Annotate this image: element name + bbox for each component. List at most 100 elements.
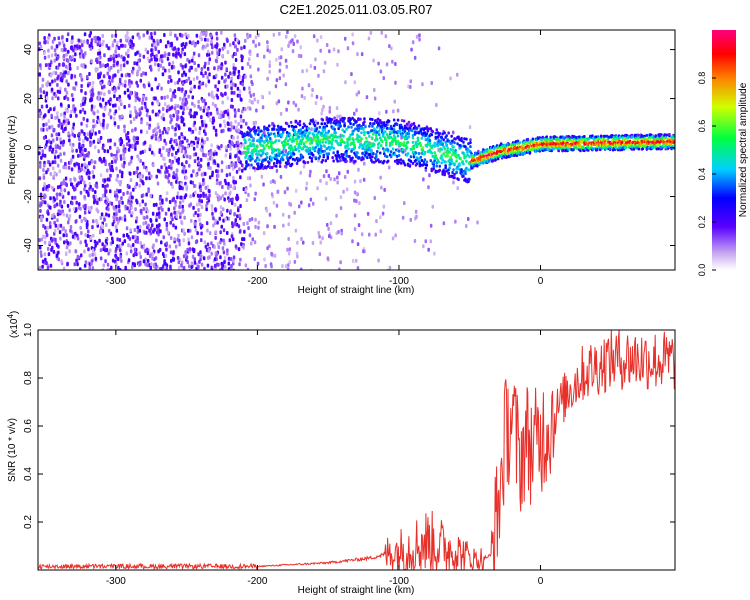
heatmap-cell	[415, 162, 419, 166]
heatmap-cell	[322, 153, 325, 157]
heatmap-cell	[379, 151, 382, 155]
heatmap-cell	[207, 49, 210, 54]
heatmap-cell	[325, 169, 328, 174]
heatmap-cell	[139, 150, 142, 155]
heatmap-cell	[149, 193, 152, 198]
heatmap-cell	[137, 58, 140, 63]
heatmap-cell	[183, 52, 187, 57]
heatmap-cell	[457, 135, 460, 139]
heatmap-cell	[93, 111, 96, 116]
heatmap-cell	[107, 228, 111, 233]
heatmap-cell	[111, 222, 115, 227]
heatmap-cell	[361, 151, 364, 155]
heatmap-cell	[40, 253, 43, 258]
heatmap-cell	[106, 183, 109, 188]
heatmap-cell	[328, 109, 331, 114]
heatmap-cell	[231, 125, 234, 130]
heatmap-cell	[204, 185, 208, 190]
heatmap-cell	[62, 226, 65, 231]
heatmap-cell	[159, 201, 162, 206]
heatmap-cell	[118, 169, 122, 174]
heatmap-cell	[453, 176, 456, 180]
heatmap-cell	[373, 143, 376, 147]
heatmap-cell	[221, 185, 224, 189]
heatmap-cell	[226, 208, 229, 213]
heatmap-cell	[51, 160, 55, 165]
heatmap-cell	[329, 177, 332, 181]
heatmap-cell	[353, 111, 356, 116]
heatmap-cell	[89, 236, 93, 240]
heatmap-cell	[158, 169, 161, 174]
heatmap-cell	[224, 153, 228, 158]
heatmap-cell	[253, 125, 256, 129]
heatmap-cell	[69, 56, 73, 61]
heatmap-cell	[209, 111, 213, 116]
heatmap-cell	[315, 94, 319, 99]
heatmap-cell	[71, 234, 75, 239]
heatmap-cell	[175, 36, 179, 41]
heatmap-cell	[163, 217, 166, 222]
heatmap-cell	[165, 191, 169, 196]
heatmap-cell	[201, 182, 205, 187]
heatmap-cell	[162, 146, 165, 150]
heatmap-cell	[328, 106, 332, 110]
heatmap-cell	[62, 233, 65, 238]
heatmap-cell	[110, 152, 113, 157]
heatmap-cell	[246, 267, 250, 270]
heatmap-cell	[223, 79, 226, 84]
heatmap-cell	[142, 165, 146, 169]
heatmap-cell	[118, 98, 121, 103]
heatmap-cell	[254, 224, 257, 229]
heatmap-cell	[83, 180, 86, 185]
heatmap-cell	[213, 263, 217, 268]
heatmap-cell	[322, 69, 326, 74]
heatmap-cell	[115, 228, 119, 233]
heatmap-cell	[276, 128, 279, 132]
heatmap-cell	[410, 129, 414, 132]
heatmap-cell	[98, 156, 102, 161]
heatmap-cell	[112, 116, 116, 121]
heatmap-cell	[56, 218, 59, 223]
heatmap-cell	[185, 175, 188, 180]
heatmap-cell	[363, 131, 366, 134]
heatmap-cell	[249, 183, 252, 188]
heatmap-cell	[198, 126, 202, 131]
heatmap-cell	[64, 47, 67, 52]
heatmap-cell	[240, 131, 244, 136]
heatmap-cell	[207, 61, 211, 65]
heatmap-cell	[309, 169, 312, 174]
heatmap-cell	[123, 156, 126, 161]
heatmap-cell	[135, 219, 138, 224]
heatmap-cell	[80, 253, 83, 258]
heatmap-cell	[186, 247, 189, 252]
heatmap-cell	[273, 162, 276, 165]
heatmap-cell	[278, 150, 282, 154]
heatmap-cell	[187, 237, 190, 242]
heatmap-cell	[245, 151, 248, 155]
heatmap-cell	[193, 103, 196, 108]
heatmap-cell	[243, 229, 246, 234]
heatmap-cell	[90, 38, 94, 43]
heatmap-cell	[346, 169, 349, 174]
heatmap-cell	[401, 215, 405, 220]
heatmap-cell	[268, 124, 271, 128]
heatmap-cell	[317, 231, 320, 235]
heatmap-cell	[140, 194, 144, 199]
heatmap-cell	[233, 33, 237, 38]
heatmap-cell	[146, 56, 150, 61]
heatmap-cell	[176, 237, 179, 242]
heatmap-cell	[158, 196, 162, 201]
heatmap-cell	[97, 97, 100, 102]
heatmap-cell	[380, 144, 383, 148]
heatmap-cell	[259, 149, 262, 153]
heatmap-cell	[126, 206, 129, 211]
heatmap-cell	[215, 252, 219, 257]
heatmap-cell	[129, 44, 132, 49]
heatmap-cell	[92, 124, 95, 129]
heatmap-cell	[291, 148, 295, 152]
heatmap-cell	[79, 240, 82, 245]
heatmap-cell	[300, 200, 303, 205]
heatmap-cell	[279, 174, 283, 179]
heatmap-cell	[409, 85, 412, 89]
heatmap-cell	[104, 248, 107, 253]
